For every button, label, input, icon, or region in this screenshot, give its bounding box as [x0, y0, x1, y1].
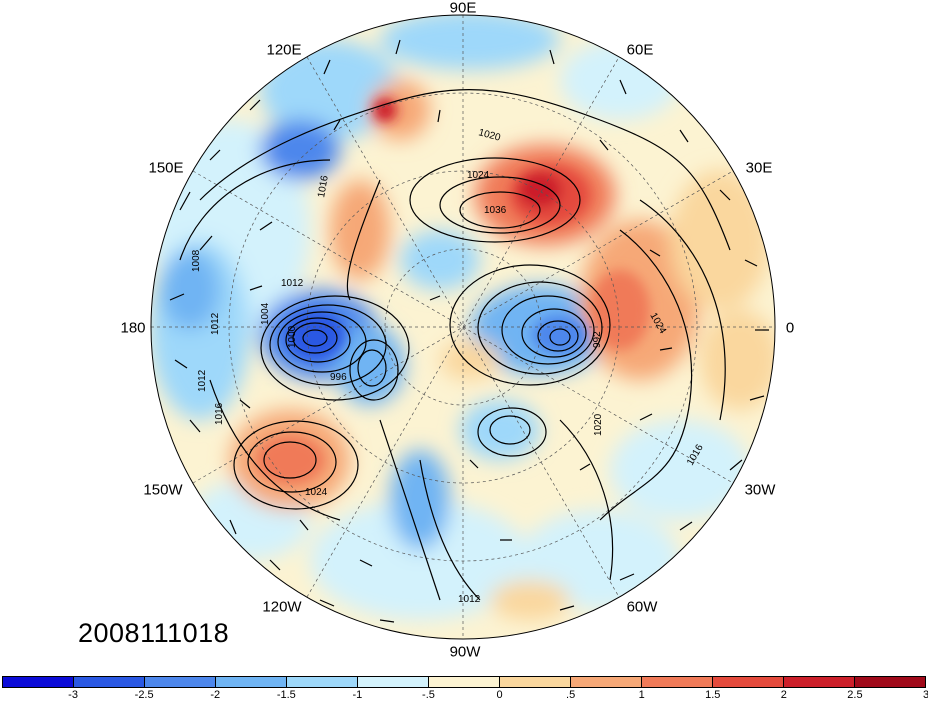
lon-label-0: 0 — [785, 319, 795, 337]
contour-label: 1016 — [316, 174, 331, 198]
contour-label: 1024 — [305, 487, 328, 498]
colorbar-tick-label: -1.5 — [276, 689, 296, 701]
colorbar-swatch — [287, 677, 358, 687]
lon-label-60e: 60E — [626, 41, 654, 59]
colorbar-tick-label: -2.5 — [134, 689, 154, 701]
contour-label: 1012 — [703, 106, 724, 131]
colorbar-tick-label: 1 — [638, 689, 645, 701]
wind-barbs — [169, 39, 769, 623]
lon-label-120e: 120E — [266, 41, 302, 59]
colorbar-tick-label: -.5 — [422, 689, 435, 701]
colorbar-tick-label: -2 — [210, 689, 221, 701]
colorbar-swatch — [642, 677, 713, 687]
colorbar-swatch — [145, 677, 216, 687]
lon-label-150e: 150E — [148, 159, 184, 177]
map-boundary — [150, 14, 776, 640]
colorbar-swatch — [3, 677, 74, 687]
contour-label: 1012 — [281, 278, 304, 289]
colorbar-swatch — [571, 677, 642, 687]
colorbar-swatch — [74, 677, 145, 687]
lon-label-90w: 90W — [449, 643, 481, 661]
lon-label-150w: 150W — [143, 481, 183, 499]
contour-label: 1036 — [484, 205, 507, 216]
colorbar-swatch — [855, 677, 925, 687]
lon-label-90e: 90E — [449, 0, 477, 17]
colorbar-tick-label: 1.5 — [705, 689, 721, 701]
colorbar-swatch — [500, 677, 571, 687]
contour-label: 1024 — [467, 170, 490, 181]
colorbar-tick-label: -1 — [352, 689, 363, 701]
lon-label-180: 180 — [120, 319, 146, 337]
contour-label: 1016 — [214, 402, 225, 425]
contour-label: 996 — [330, 372, 347, 383]
colorbar-tick-label: -3 — [68, 689, 78, 701]
colorbar-tick-label: 3 — [922, 689, 928, 701]
pressure-contours — [179, 89, 731, 601]
contour-label: 1000 — [287, 325, 298, 348]
colorbar-swatch — [713, 677, 784, 687]
colorbar — [2, 676, 926, 688]
colorbar-tick-label: 2.5 — [847, 689, 863, 701]
timestamp-label: 2008111018 — [78, 618, 230, 648]
contour-label: 992 — [592, 331, 603, 348]
lon-label-60w: 60W — [626, 598, 658, 616]
lon-label-30w: 30W — [744, 481, 776, 499]
colorbar-tick-label: .5 — [566, 689, 576, 701]
anomaly-field: 1020 1024 1036 1012 1016 1008 1004 1000 … — [151, 15, 775, 639]
contour-label: 1004 — [260, 302, 271, 325]
colorbar-swatch — [429, 677, 500, 687]
contour-label: 1020 — [593, 413, 604, 436]
colorbar-swatch — [358, 677, 429, 687]
contour-label: 1012 — [458, 594, 481, 605]
colorbar-swatch — [784, 677, 855, 687]
colorbar-tick-label: 0 — [496, 689, 503, 701]
contour-label: 1012 — [197, 369, 208, 392]
lon-label-120w: 120W — [262, 598, 302, 616]
contour-label: 1008 — [191, 249, 202, 272]
lon-label-30e: 30E — [745, 159, 773, 177]
colorbar-swatch — [216, 677, 287, 687]
graticule — [151, 15, 775, 639]
colorbar-tick-label: 2 — [780, 689, 787, 701]
contour-label: 1012 — [210, 312, 221, 335]
